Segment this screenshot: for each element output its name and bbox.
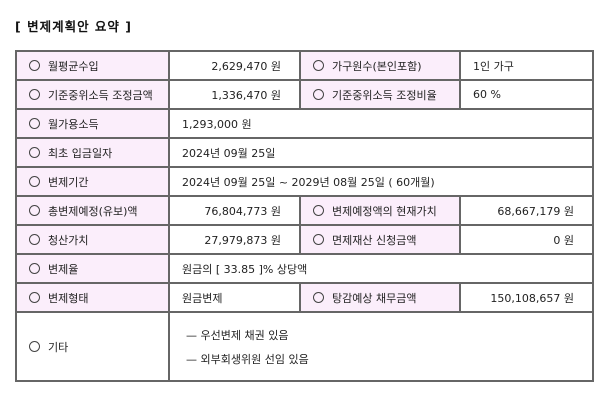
label-text: 월가용소득 [48, 117, 99, 131]
circle-bullet-icon [313, 233, 324, 245]
label-text: 면제재산 신청금액 [332, 233, 417, 247]
value-total-repayment: 76,804,773 원 [168, 195, 301, 226]
label-text: 최초 입금일자 [48, 146, 113, 160]
circle-bullet-icon [29, 175, 40, 187]
other-note: — 우선변제 채권 있음 [186, 328, 289, 342]
table-row: 최초 입금일자 2024년 09월 25일 [15, 137, 594, 168]
label-median-income-ratio: 기준중위소득 조정비율 [299, 79, 461, 110]
value-first-payment-date: 2024년 09월 25일 [168, 137, 594, 168]
label-household: 가구원수(본인포함) [299, 50, 461, 81]
value-monthly-income: 2,629,470 원 [168, 50, 301, 81]
label-text: 변제예정액의 현재가치 [332, 204, 437, 218]
label-exempt-property: 면제재산 신청금액 [299, 224, 461, 255]
label-repayment-rate: 변제율 [15, 253, 170, 284]
table-row: 변제형태 원금변제 탕감예상 채무금액 150,108,657 원 [15, 282, 594, 313]
label-repayment-period: 변제기간 [15, 166, 170, 197]
circle-bullet-icon [29, 204, 40, 216]
value-present-value: 68,667,179 원 [459, 195, 594, 226]
circle-bullet-icon [29, 146, 40, 158]
label-text: 기타 [48, 340, 69, 354]
label-total-repayment: 총변제예정(유보)액 [15, 195, 170, 226]
table-row: 월평균수입 2,629,470 원 가구원수(본인포함) 1인 가구 [15, 50, 594, 81]
label-text: 변제율 [48, 262, 79, 276]
label-liquidation-value: 청산가치 [15, 224, 170, 255]
value-repayment-rate: 원금의 [ 33.85 ]% 상당액 [168, 253, 594, 284]
circle-bullet-icon [29, 88, 40, 100]
label-text: 변제형태 [48, 291, 89, 305]
label-text: 기준중위소득 조정비율 [332, 88, 437, 102]
circle-bullet-icon [313, 291, 324, 303]
table-row: 청산가치 27,979,873 원 면제재산 신청금액 0 원 [15, 224, 594, 255]
circle-bullet-icon [29, 262, 40, 274]
value-median-income-amount: 1,336,470 원 [168, 79, 301, 110]
label-text: 월평균수입 [48, 59, 99, 73]
label-median-income-amount: 기준중위소득 조정금액 [15, 79, 170, 110]
label-monthly-income: 월평균수입 [15, 50, 170, 81]
value-available-income: 1,293,000 원 [168, 108, 594, 139]
table-row: 총변제예정(유보)액 76,804,773 원 변제예정액의 현재가치 68,6… [15, 195, 594, 226]
label-text: 기준중위소득 조정금액 [48, 88, 153, 102]
table-row: 변제율 원금의 [ 33.85 ]% 상당액 [15, 253, 594, 284]
circle-bullet-icon [29, 59, 40, 71]
section-title: [ 변제계획안 요약 ] [15, 19, 132, 34]
other-note: — 외부회생위원 선임 있음 [186, 352, 309, 366]
label-expected-discharge: 탕감예상 채무금액 [299, 282, 461, 313]
value-exempt-property: 0 원 [459, 224, 594, 255]
label-available-income: 월가용소득 [15, 108, 170, 139]
label-text: 청산가치 [48, 233, 89, 247]
label-first-payment-date: 최초 입금일자 [15, 137, 170, 168]
label-text: 변제기간 [48, 175, 89, 189]
label-other: 기타 [15, 311, 170, 382]
value-liquidation-value: 27,979,873 원 [168, 224, 301, 255]
label-text: 가구원수(본인포함) [332, 59, 422, 73]
value-repayment-period: 2024년 09월 25일 ~ 2029년 08월 25일 ( 60개월) [168, 166, 594, 197]
value-household: 1인 가구 [459, 50, 594, 81]
label-text: 총변제예정(유보)액 [48, 204, 138, 218]
value-expected-discharge: 150,108,657 원 [459, 282, 594, 313]
circle-bullet-icon [29, 340, 40, 352]
circle-bullet-icon [313, 88, 324, 100]
label-repayment-type: 변제형태 [15, 282, 170, 313]
label-text: 탕감예상 채무금액 [332, 291, 417, 305]
circle-bullet-icon [313, 59, 324, 71]
table-row: 기타 — 우선변제 채권 있음 — 외부회생위원 선임 있음 [15, 311, 594, 382]
circle-bullet-icon [29, 291, 40, 303]
circle-bullet-icon [313, 204, 324, 216]
value-repayment-type: 원금변제 [168, 282, 301, 313]
table-row: 변제기간 2024년 09월 25일 ~ 2029년 08월 25일 ( 60개… [15, 166, 594, 197]
table-row: 기준중위소득 조정금액 1,336,470 원 기준중위소득 조정비율 60 % [15, 79, 594, 110]
value-other: — 우선변제 채권 있음 — 외부회생위원 선임 있음 [168, 311, 594, 382]
table-row: 월가용소득 1,293,000 원 [15, 108, 594, 139]
repayment-summary-table: 월평균수입 2,629,470 원 가구원수(본인포함) 1인 가구 기준중위소… [15, 50, 594, 382]
circle-bullet-icon [29, 233, 40, 245]
circle-bullet-icon [29, 117, 40, 129]
value-median-income-ratio: 60 % [459, 79, 594, 110]
label-present-value: 변제예정액의 현재가치 [299, 195, 461, 226]
